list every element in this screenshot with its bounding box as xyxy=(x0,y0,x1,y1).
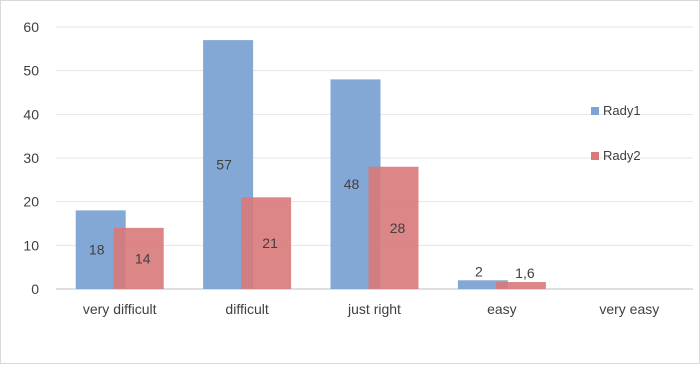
data-label: 18 xyxy=(89,242,105,258)
x-tick-label: difficult xyxy=(225,301,268,317)
y-tick-label: 60 xyxy=(23,19,39,35)
y-tick-label: 40 xyxy=(23,106,39,122)
legend-swatch-rady1 xyxy=(591,107,599,115)
x-tick-label: very difficult xyxy=(83,301,157,317)
bar-rady2 xyxy=(113,227,164,289)
data-label: 1,6 xyxy=(515,265,535,281)
y-tick-label: 0 xyxy=(31,281,39,297)
bar-rady2 xyxy=(495,282,546,289)
bar-rady2 xyxy=(368,166,419,289)
data-label: 28 xyxy=(390,220,406,236)
bar-rady2 xyxy=(241,197,292,289)
data-label: 2 xyxy=(475,263,483,279)
x-tick-label: just right xyxy=(347,301,401,317)
legend-label-rady1: Rady1 xyxy=(603,103,641,118)
x-tick-label: easy xyxy=(487,301,517,317)
bar-rady1 xyxy=(457,280,508,289)
y-tick-label: 50 xyxy=(23,63,39,79)
y-tick-label: 20 xyxy=(23,194,39,210)
legend-label-rady2: Rady2 xyxy=(603,148,641,163)
data-label: 14 xyxy=(135,250,151,266)
data-label: 48 xyxy=(344,176,360,192)
legend-swatch-rady2 xyxy=(591,152,599,160)
data-label: 57 xyxy=(216,157,232,173)
y-tick-label: 10 xyxy=(23,237,39,253)
y-tick-label: 30 xyxy=(23,150,39,166)
x-tick-label: very easy xyxy=(599,301,659,317)
data-label: 21 xyxy=(262,235,278,251)
